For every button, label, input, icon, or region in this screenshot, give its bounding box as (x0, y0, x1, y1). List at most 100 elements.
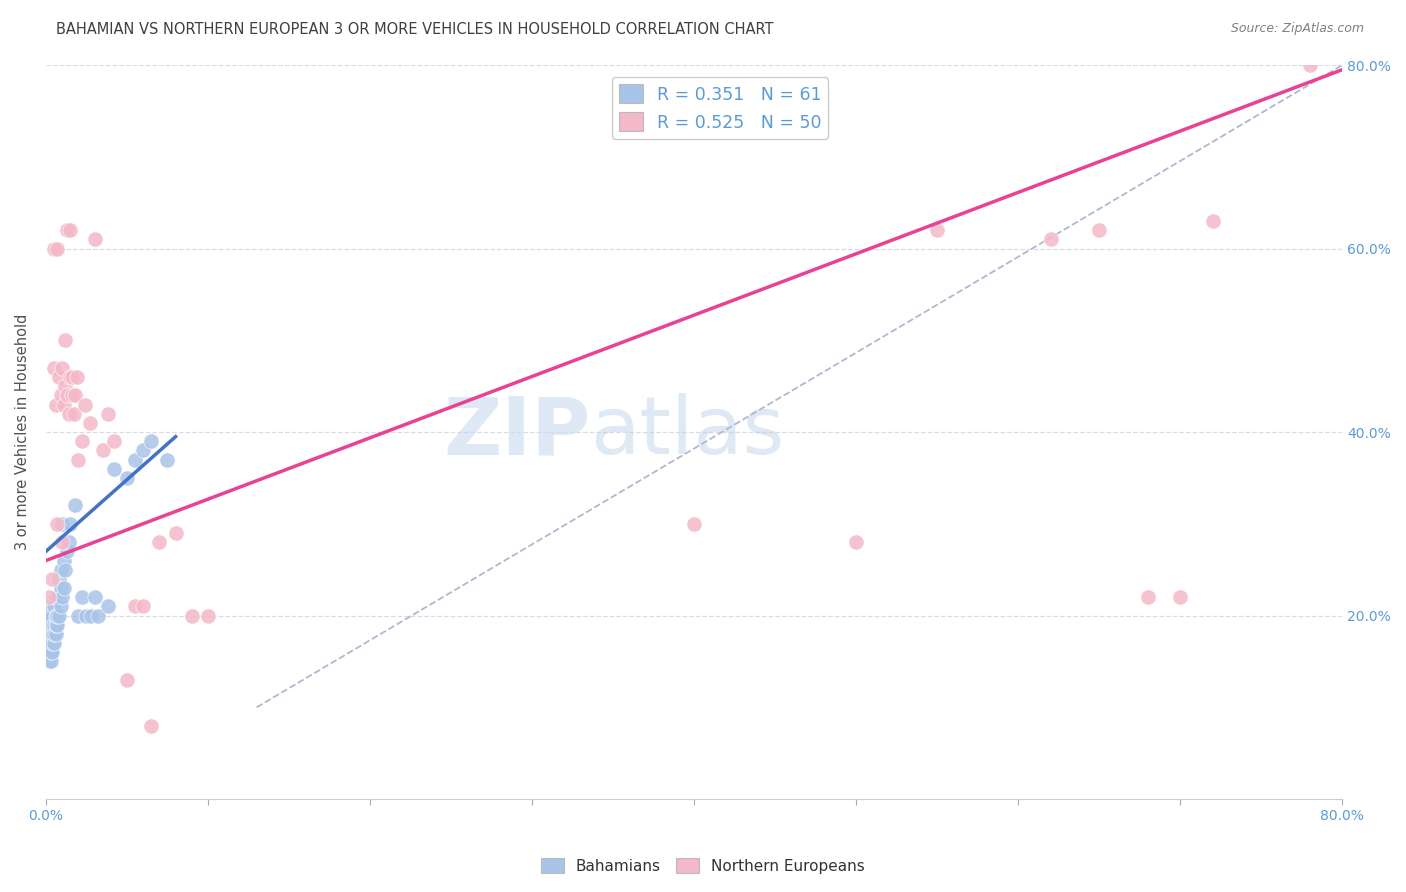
Point (41, 627, 63, 641)
Point (42, 360, 65, 375)
Point (46, 516, 69, 531)
Point (42, 599, 65, 614)
Point (63, 499, 86, 513)
Point (70, 434, 93, 449)
Point (37, 636, 59, 650)
Point (48, 591, 70, 605)
Point (165, 526, 187, 541)
Point (103, 462, 125, 476)
Point (41, 608, 63, 623)
Point (148, 535, 170, 549)
Point (42, 617, 65, 632)
Text: BAHAMIAN VS NORTHERN EUROPEAN 3 OR MORE VEHICLES IN HOUSEHOLD CORRELATION CHART: BAHAMIAN VS NORTHERN EUROPEAN 3 OR MORE … (56, 22, 773, 37)
Point (180, 608, 202, 623)
Text: ZIP: ZIP (443, 393, 591, 471)
Point (45, 591, 67, 605)
Point (60, 370, 83, 384)
Point (49, 388, 72, 402)
Point (39, 599, 62, 614)
Point (80, 608, 103, 623)
Point (45, 617, 67, 632)
Point (132, 599, 155, 614)
Point (48, 370, 70, 384)
Point (51, 535, 73, 549)
Point (63, 388, 86, 402)
Point (46, 242, 69, 256)
Point (39, 655, 62, 669)
Point (1250, 49, 1272, 63)
Point (46, 591, 69, 605)
Point (37, 645, 59, 659)
Point (56, 388, 79, 402)
Point (91, 443, 114, 458)
Point (38, 617, 60, 632)
Point (46, 608, 69, 623)
Point (1201, 214, 1223, 228)
Point (845, 535, 868, 549)
Point (1136, 591, 1159, 605)
Legend: R = 0.351   N = 61, R = 0.525   N = 50: R = 0.351 N = 61, R = 0.525 N = 50 (612, 78, 828, 138)
Point (141, 719, 163, 733)
Point (39, 608, 62, 623)
Point (62, 407, 84, 421)
Point (156, 452, 179, 467)
Point (48, 608, 70, 623)
Point (37, 617, 59, 632)
Point (79, 416, 101, 430)
Point (39, 617, 62, 632)
Point (38, 591, 60, 605)
Point (38, 608, 60, 623)
Point (115, 673, 138, 687)
Point (59, 370, 82, 384)
Point (83, 232, 105, 246)
Point (55, 334, 77, 348)
Point (927, 223, 949, 237)
Text: atlas: atlas (591, 393, 785, 471)
Point (115, 471, 138, 485)
Point (37, 627, 59, 641)
Point (45, 398, 67, 412)
Point (55, 563, 77, 577)
Point (59, 516, 82, 531)
Point (103, 434, 125, 449)
Point (96, 599, 118, 614)
Point (45, 608, 67, 623)
Point (45, 627, 67, 641)
Point (683, 516, 706, 531)
Point (39, 627, 62, 641)
Text: Source: ZipAtlas.com: Source: ZipAtlas.com (1230, 22, 1364, 36)
Point (1168, 591, 1191, 605)
Point (49, 581, 72, 595)
Point (1299, 58, 1322, 72)
Point (132, 443, 155, 458)
Point (1088, 223, 1111, 237)
Point (38, 627, 60, 641)
Point (73, 398, 96, 412)
Point (83, 591, 105, 605)
Point (52, 581, 75, 595)
Point (52, 553, 75, 567)
Point (42, 636, 65, 650)
Legend: Bahamians, Northern Europeans: Bahamians, Northern Europeans (534, 852, 872, 880)
Point (67, 452, 90, 467)
Point (39, 645, 62, 659)
Point (51, 591, 73, 605)
Point (38, 636, 60, 650)
Point (46, 617, 69, 632)
Point (42, 242, 65, 256)
Point (38, 655, 60, 669)
Point (56, 223, 79, 237)
Point (141, 434, 163, 449)
Point (58, 535, 80, 549)
Point (38, 645, 60, 659)
Point (60, 388, 83, 402)
Point (41, 572, 63, 586)
Point (52, 398, 75, 412)
Point (56, 544, 79, 558)
Y-axis label: 3 or more Vehicles in Household: 3 or more Vehicles in Household (15, 314, 30, 550)
Point (197, 608, 219, 623)
Point (48, 572, 70, 586)
Point (1039, 232, 1062, 246)
Point (66, 370, 89, 384)
Point (67, 608, 90, 623)
